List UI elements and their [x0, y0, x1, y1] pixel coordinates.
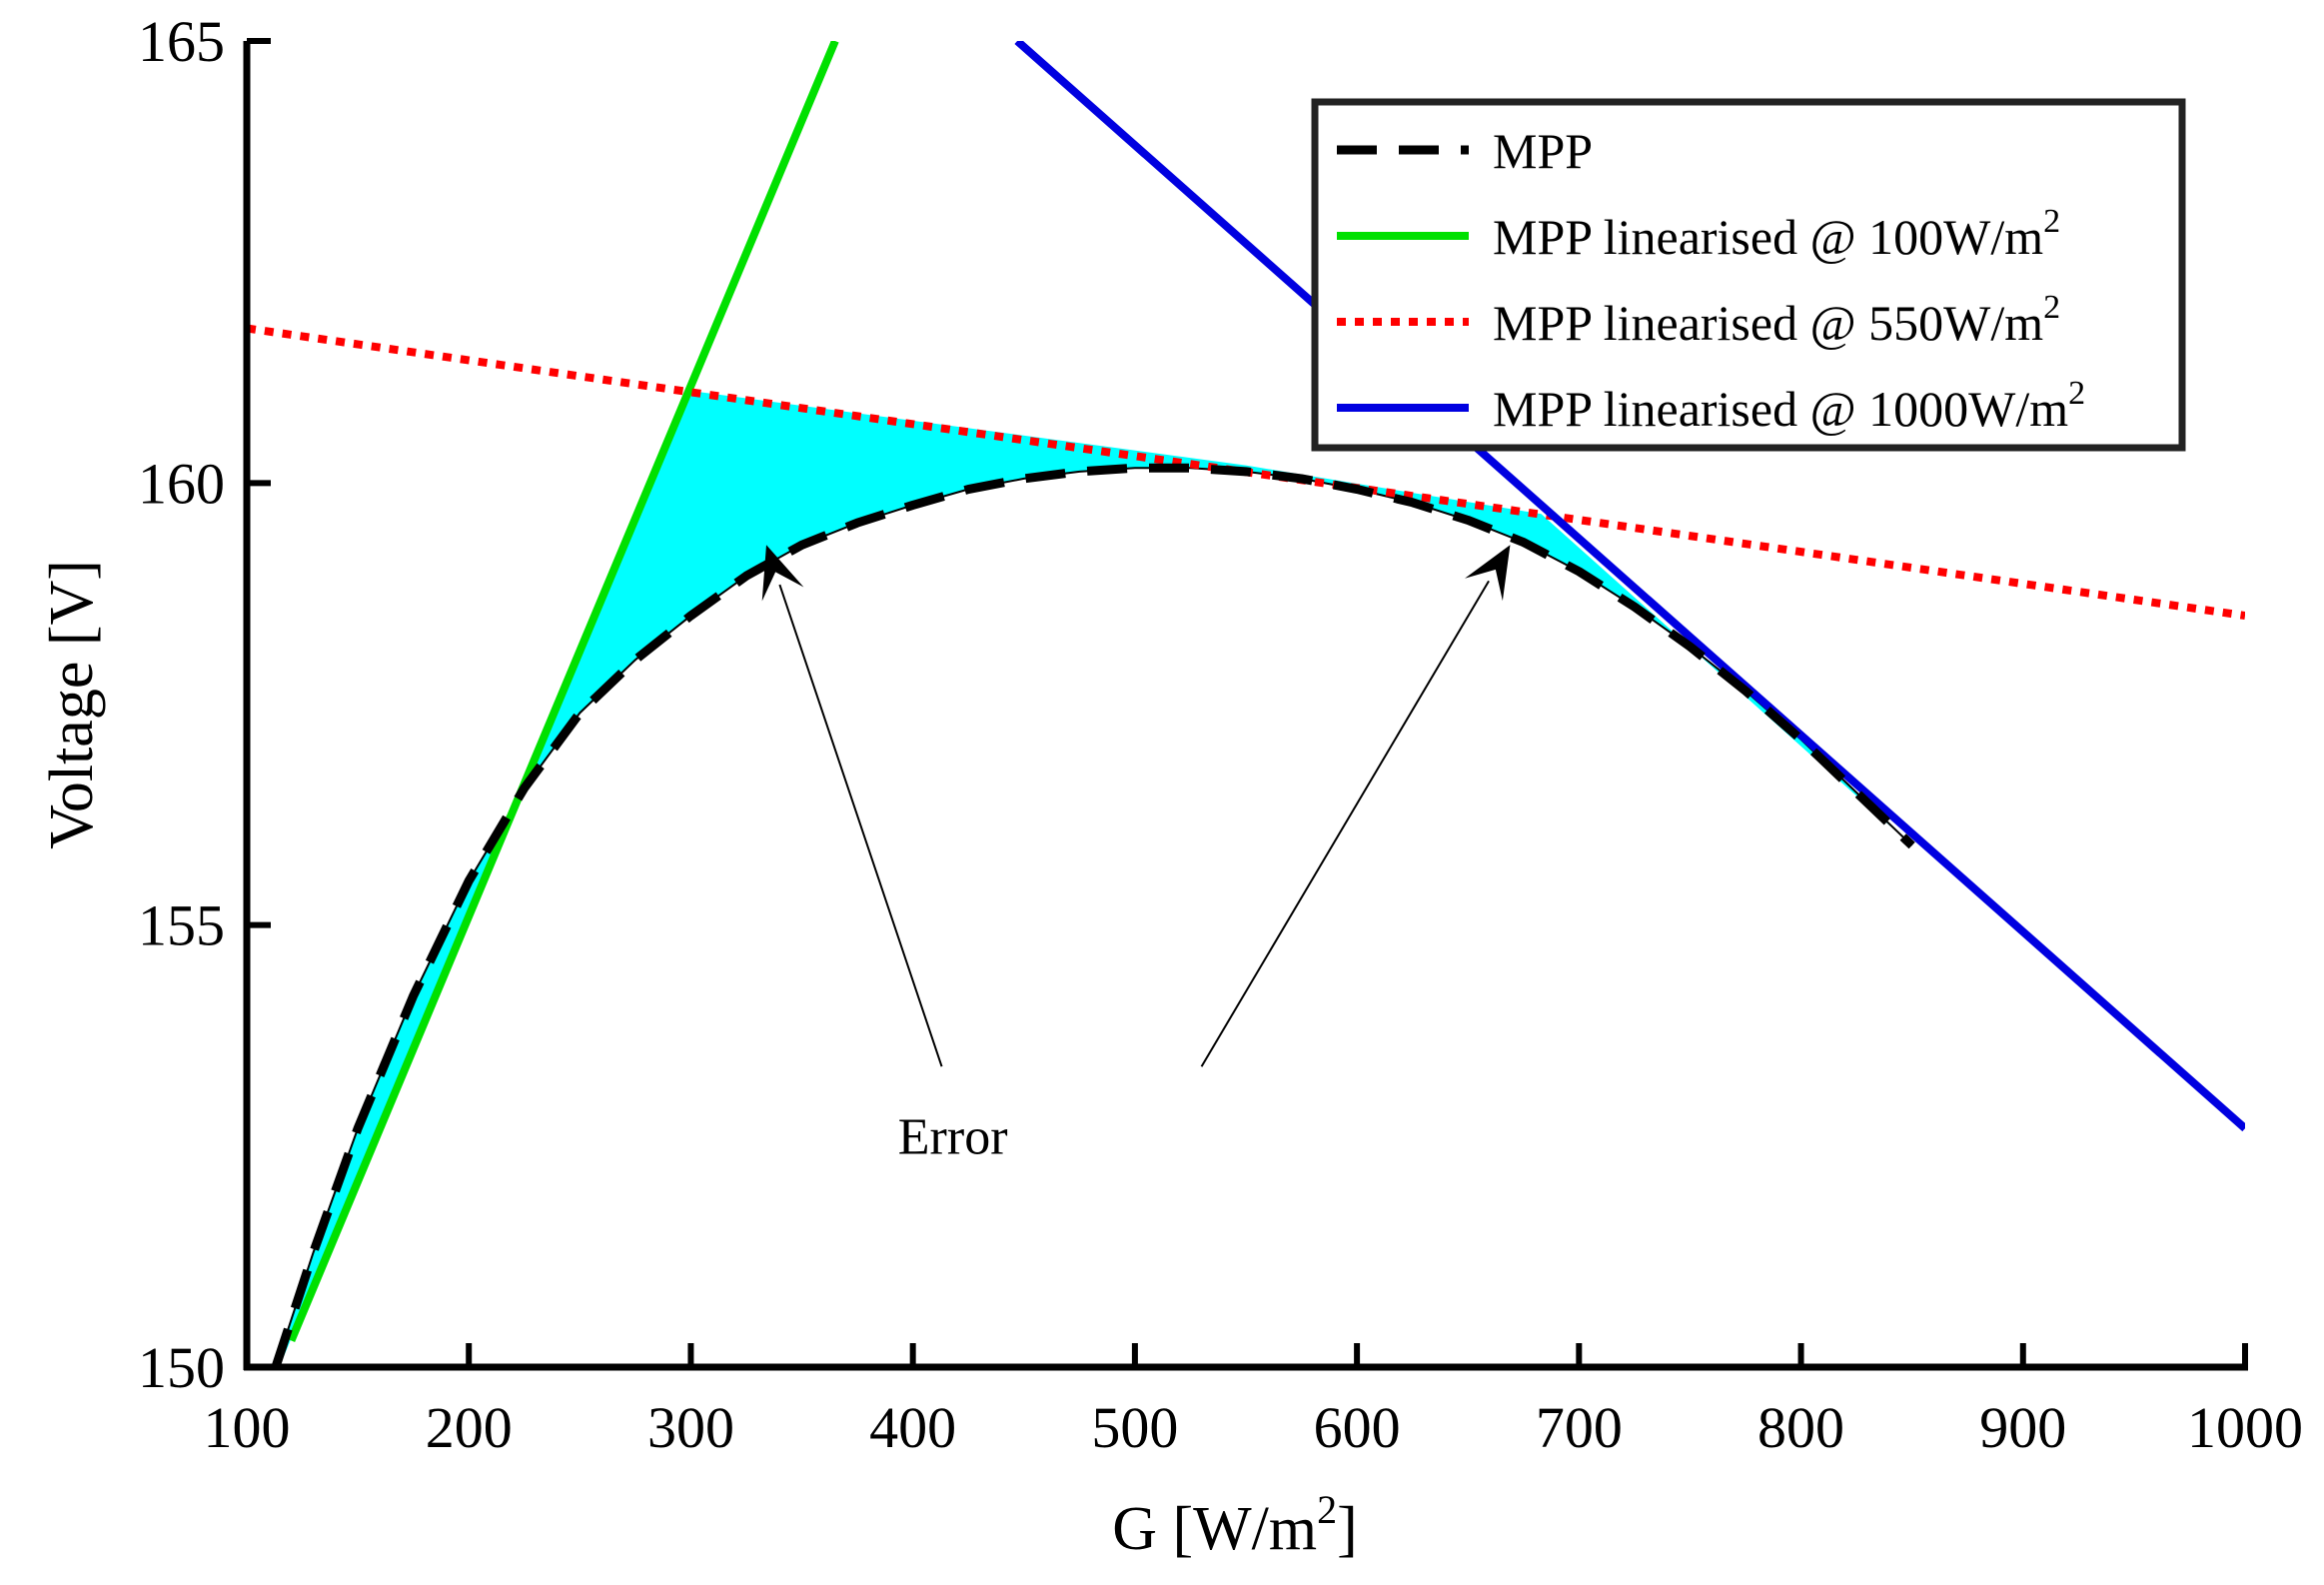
x-tick-label-300: 300: [647, 1395, 734, 1460]
series-line-1: [287, 41, 839, 1343]
x-tick-label-400: 400: [869, 1395, 956, 1460]
legend-label-2: MPP linearised @ 550W/m2: [1493, 289, 2060, 351]
x-tick-label-600: 600: [1314, 1395, 1401, 1460]
x-axis-title-main: G [W/m: [1112, 1495, 1317, 1563]
annotation-arrow-shaft-0: [778, 584, 943, 1067]
x-axis-title: G [W/m2]: [1112, 1487, 1358, 1563]
y-tick-label-165: 165: [138, 9, 225, 74]
y-tick-label-155: 155: [138, 893, 225, 958]
annotation-arrow-shaft-1: [1200, 580, 1490, 1067]
legend-label-0: MPP: [1493, 123, 1593, 179]
x-axis-title-tail: ]: [1337, 1495, 1358, 1563]
y-axis-title: Voltage [V]: [38, 560, 106, 849]
x-tick-label-1000: 1000: [2187, 1395, 2303, 1460]
series-line-3: [1014, 41, 2245, 1132]
series-line-0: [271, 463, 1915, 1367]
x-tick-label-500: 500: [1091, 1395, 1178, 1460]
x-tick-label-200: 200: [426, 1395, 513, 1460]
x-tick-label-700: 700: [1536, 1395, 1623, 1460]
x-axis-title-sup: 2: [1317, 1487, 1337, 1532]
x-tick-label-900: 900: [1979, 1395, 2066, 1460]
y-tick-label-150: 150: [138, 1335, 225, 1400]
legend-label-1: MPP linearised @ 100W/m2: [1493, 203, 2060, 265]
legend-label-3: MPP linearised @ 1000W/m2: [1493, 375, 2085, 437]
x-tick-label-100: 100: [204, 1395, 291, 1460]
legend-box: [1311, 98, 2186, 452]
annotation-arrow-head-0: [761, 545, 804, 602]
error-area-edge: [274, 467, 1913, 1367]
annotation-label: Error: [898, 1109, 1008, 1166]
error-area: [275, 390, 1912, 1367]
y-tick-label-160: 160: [138, 451, 225, 516]
annotation-arrow-head-1: [1465, 545, 1511, 602]
x-tick-label-800: 800: [1757, 1395, 1844, 1460]
